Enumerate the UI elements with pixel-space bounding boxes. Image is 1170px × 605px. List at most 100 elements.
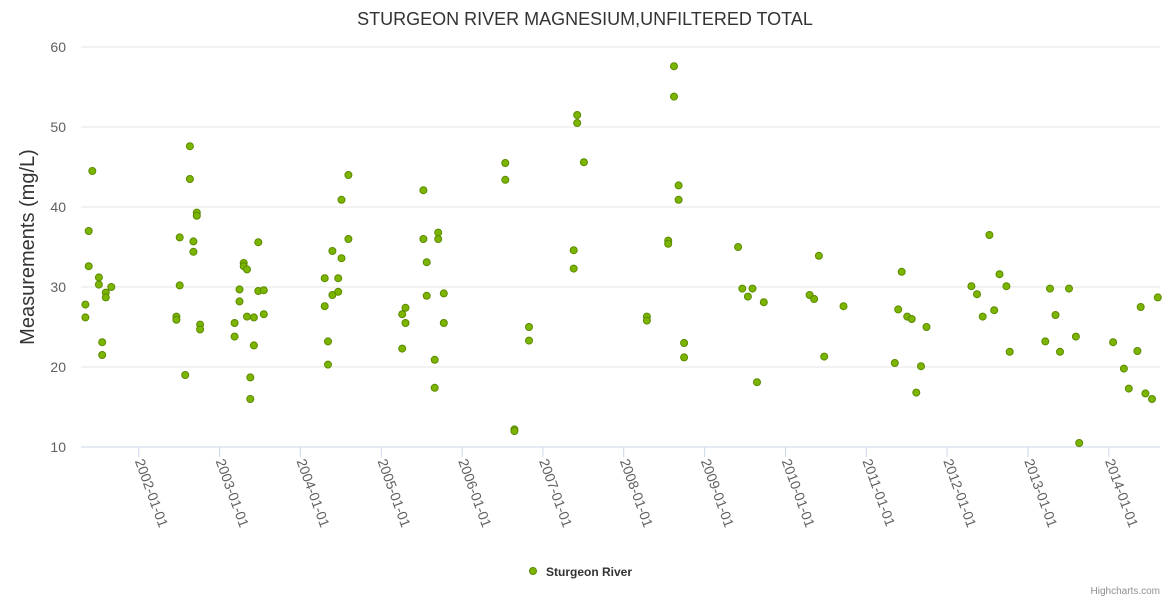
legend-item-sturgeon-river[interactable]: Sturgeon River [546,565,632,579]
data-point[interactable] [344,171,353,179]
data-point[interactable] [81,313,90,322]
data-point[interactable] [1153,293,1162,302]
data-point[interactable] [175,233,184,242]
data-point[interactable] [1109,338,1118,347]
data-point[interactable] [98,351,107,359]
data-point[interactable] [259,310,268,319]
data-point[interactable] [680,353,689,362]
data-point[interactable] [324,337,332,346]
data-point[interactable] [579,158,588,167]
data-point[interactable] [334,287,343,296]
data-point[interactable] [743,292,752,301]
data-point[interactable] [101,293,110,302]
data-point[interactable] [175,281,184,290]
data-point[interactable] [973,290,981,299]
data-point[interactable] [320,302,329,311]
data-point[interactable] [674,195,683,204]
data-point[interactable] [670,92,678,101]
data-point[interactable] [1005,347,1014,356]
data-point[interactable] [422,258,431,267]
data-point[interactable] [419,235,428,243]
data-point[interactable] [573,111,582,119]
data-point[interactable] [501,175,510,184]
data-point[interactable] [94,280,103,289]
data-point[interactable] [192,211,201,220]
data-point[interactable] [573,119,582,127]
data-point[interactable] [249,313,258,322]
data-point[interactable] [401,319,410,327]
data-point[interactable] [1136,303,1145,311]
data-point[interactable] [243,312,251,321]
data-point[interactable] [985,231,994,239]
data-point[interactable] [434,235,443,243]
data-point[interactable] [419,186,428,195]
data-point[interactable] [1041,337,1050,346]
data-point[interactable] [510,427,519,435]
data-point[interactable] [439,289,448,298]
data-point[interactable] [680,339,689,347]
data-point[interactable] [1141,389,1150,398]
data-point[interactable] [430,355,439,364]
data-point[interactable] [922,323,931,331]
data-point[interactable] [501,159,510,167]
data-point[interactable] [670,62,678,71]
data-point[interactable] [189,247,198,256]
data-point[interactable] [254,238,263,247]
data-point[interactable] [917,362,925,371]
data-point[interactable] [439,319,448,327]
data-point[interactable] [243,265,251,274]
data-point[interactable] [1051,311,1060,319]
data-point[interactable] [664,239,673,248]
data-point[interactable] [814,251,823,260]
data-point[interactable] [81,300,90,309]
data-point[interactable] [430,383,439,392]
data-point[interactable] [525,323,533,331]
data-point[interactable] [185,175,194,183]
data-point[interactable] [569,264,578,273]
data-point[interactable] [235,285,244,294]
data-point[interactable] [189,237,198,246]
data-point[interactable] [569,246,578,255]
data-point[interactable] [1119,364,1128,373]
data-point[interactable] [246,373,255,382]
data-point[interactable] [235,297,244,306]
data-point[interactable] [990,306,999,315]
data-point[interactable] [820,352,829,361]
data-point[interactable] [401,303,410,312]
data-point[interactable] [810,295,819,303]
data-point[interactable] [98,338,107,347]
data-point[interactable] [734,243,743,251]
data-point[interactable] [748,284,757,293]
data-point[interactable] [1075,439,1084,447]
data-point[interactable] [1148,395,1156,403]
data-point[interactable] [753,378,761,387]
data-point[interactable] [759,298,768,307]
data-point[interactable] [337,195,346,204]
data-point[interactable] [1056,347,1064,356]
data-point[interactable] [525,336,533,345]
data-point[interactable] [890,359,899,367]
data-point[interactable] [907,315,916,323]
data-point[interactable] [738,284,747,293]
credits-link[interactable]: Highcharts.com [1091,586,1160,597]
data-point[interactable] [1133,347,1142,355]
data-point[interactable] [320,274,329,283]
data-point[interactable] [422,291,431,300]
data-point[interactable] [84,262,93,271]
data-point[interactable] [324,360,332,369]
data-point[interactable] [84,227,93,235]
data-point[interactable] [967,282,976,291]
data-point[interactable] [334,274,343,283]
data-point[interactable] [185,142,194,151]
data-point[interactable] [839,302,848,311]
data-point[interactable] [230,319,239,327]
legend[interactable]: Sturgeon River [529,565,633,579]
data-point[interactable] [246,395,255,403]
data-point[interactable] [196,325,205,334]
data-point[interactable] [249,341,258,350]
data-point[interactable] [642,316,651,325]
data-point[interactable] [674,181,683,190]
data-point[interactable] [172,315,181,324]
data-point[interactable] [995,270,1004,279]
data-point[interactable] [894,305,903,314]
